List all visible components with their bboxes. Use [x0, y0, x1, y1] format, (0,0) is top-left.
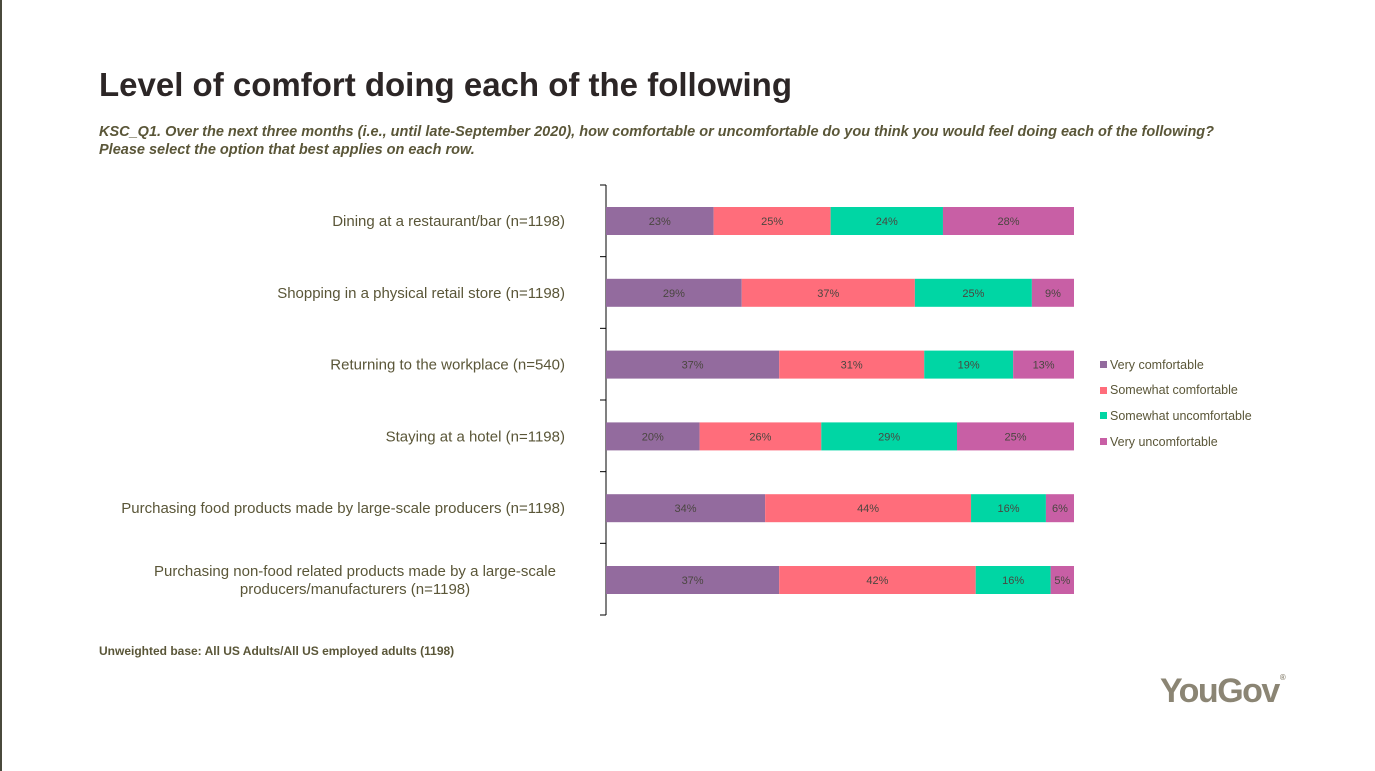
legend-item: Very uncomfortable	[1100, 429, 1252, 455]
left-edge-rule	[0, 0, 2, 771]
data-label: 16%	[997, 503, 1019, 515]
bar-segment	[924, 350, 1014, 379]
category-label: Returning to the workplace (n=540)	[330, 357, 565, 374]
category-label-line: Purchasing non-food related products mad…	[154, 563, 556, 580]
data-label: 19%	[958, 360, 980, 372]
legend-label: Very uncomfortable	[1110, 434, 1218, 449]
chart-legend: Very comfortable Somewhat comfortable Some…	[1100, 352, 1252, 454]
category-label: Dining at a restaurant/bar (n=1198)	[332, 213, 565, 230]
bar-segment	[606, 422, 700, 451]
data-label: 28%	[997, 216, 1019, 228]
bar-segment	[957, 422, 1074, 451]
data-label: 37%	[682, 360, 704, 372]
data-label: 6%	[1052, 503, 1068, 515]
bar-segment	[606, 350, 780, 379]
bar-segment	[1050, 566, 1074, 594]
bar-segment	[699, 422, 822, 451]
category-label: Purchasing food products made by large-s…	[121, 500, 565, 517]
bar-segment	[765, 494, 972, 523]
bar-segment	[606, 278, 742, 307]
data-label: 34%	[675, 503, 697, 515]
data-label: 16%	[1002, 575, 1024, 587]
bar-segment	[1045, 494, 1074, 523]
bar-segment	[606, 207, 714, 235]
category-label-line: Purchasing food products made by large-s…	[121, 500, 565, 517]
legend-label: Somewhat comfortable	[1110, 383, 1238, 398]
bar-segment	[779, 350, 925, 379]
bar-segment	[942, 207, 1074, 235]
data-label: 25%	[962, 288, 984, 300]
category-label-line: Staying at a hotel (n=1198)	[386, 428, 565, 445]
data-label: 42%	[866, 575, 888, 587]
legend-swatch	[1100, 361, 1107, 369]
bar-segment	[821, 422, 957, 451]
data-label: 31%	[841, 360, 863, 372]
legend-label: Very comfortable	[1110, 357, 1204, 372]
data-label: 24%	[876, 216, 898, 228]
bar-segment	[975, 566, 1051, 594]
bar-segment	[606, 494, 766, 523]
bar-segment	[830, 207, 943, 235]
category-label-line: producers/manufacturers (n=1198)	[240, 581, 470, 598]
bar-segment	[741, 278, 915, 307]
legend-item: Somewhat uncomfortable	[1100, 403, 1252, 429]
data-label: 37%	[682, 575, 704, 587]
data-label: 37%	[817, 288, 839, 300]
data-label: 26%	[749, 431, 771, 443]
page-title: Level of comfort doing each of the follo…	[99, 66, 792, 103]
yougov-logo: YouGov®	[1160, 672, 1286, 710]
data-label: 13%	[1033, 360, 1055, 372]
category-label-line: Returning to the workplace (n=540)	[330, 357, 565, 374]
question-subtitle: KSC_Q1. Over the next three months (i.e.…	[99, 124, 1215, 158]
bar-segment	[1013, 350, 1074, 379]
base-footnote: Unweighted base: All US Adults/All US em…	[99, 644, 455, 658]
data-label: 25%	[761, 216, 783, 228]
category-label: Purchasing non-food related products mad…	[154, 563, 556, 598]
category-label: Staying at a hotel (n=1198)	[386, 428, 565, 445]
data-label: 44%	[857, 503, 879, 515]
category-label: Shopping in a physical retail store (n=1…	[277, 285, 565, 302]
data-label: 29%	[663, 288, 685, 300]
bar-segment	[1031, 278, 1074, 307]
category-label-line: Dining at a restaurant/bar (n=1198)	[332, 213, 565, 230]
data-label: 5%	[1054, 575, 1070, 587]
legend-label: Somewhat uncomfortable	[1110, 408, 1252, 423]
data-label: 25%	[1004, 431, 1026, 443]
legend-swatch	[1100, 386, 1107, 394]
category-label-line: Shopping in a physical retail store (n=1…	[277, 285, 565, 302]
legend-item: Somewhat comfortable	[1100, 378, 1252, 404]
bar-segment	[971, 494, 1046, 523]
data-label: 29%	[878, 431, 900, 443]
bar-segment	[713, 207, 831, 235]
bar-segment	[779, 566, 976, 594]
data-label: 23%	[649, 216, 671, 228]
data-label: 20%	[642, 431, 664, 443]
legend-swatch	[1100, 412, 1107, 420]
bar-segment	[606, 566, 780, 594]
data-label: 9%	[1045, 288, 1061, 300]
legend-swatch	[1100, 438, 1107, 446]
legend-item: Very comfortable	[1100, 352, 1252, 378]
bar-segment	[914, 278, 1032, 307]
